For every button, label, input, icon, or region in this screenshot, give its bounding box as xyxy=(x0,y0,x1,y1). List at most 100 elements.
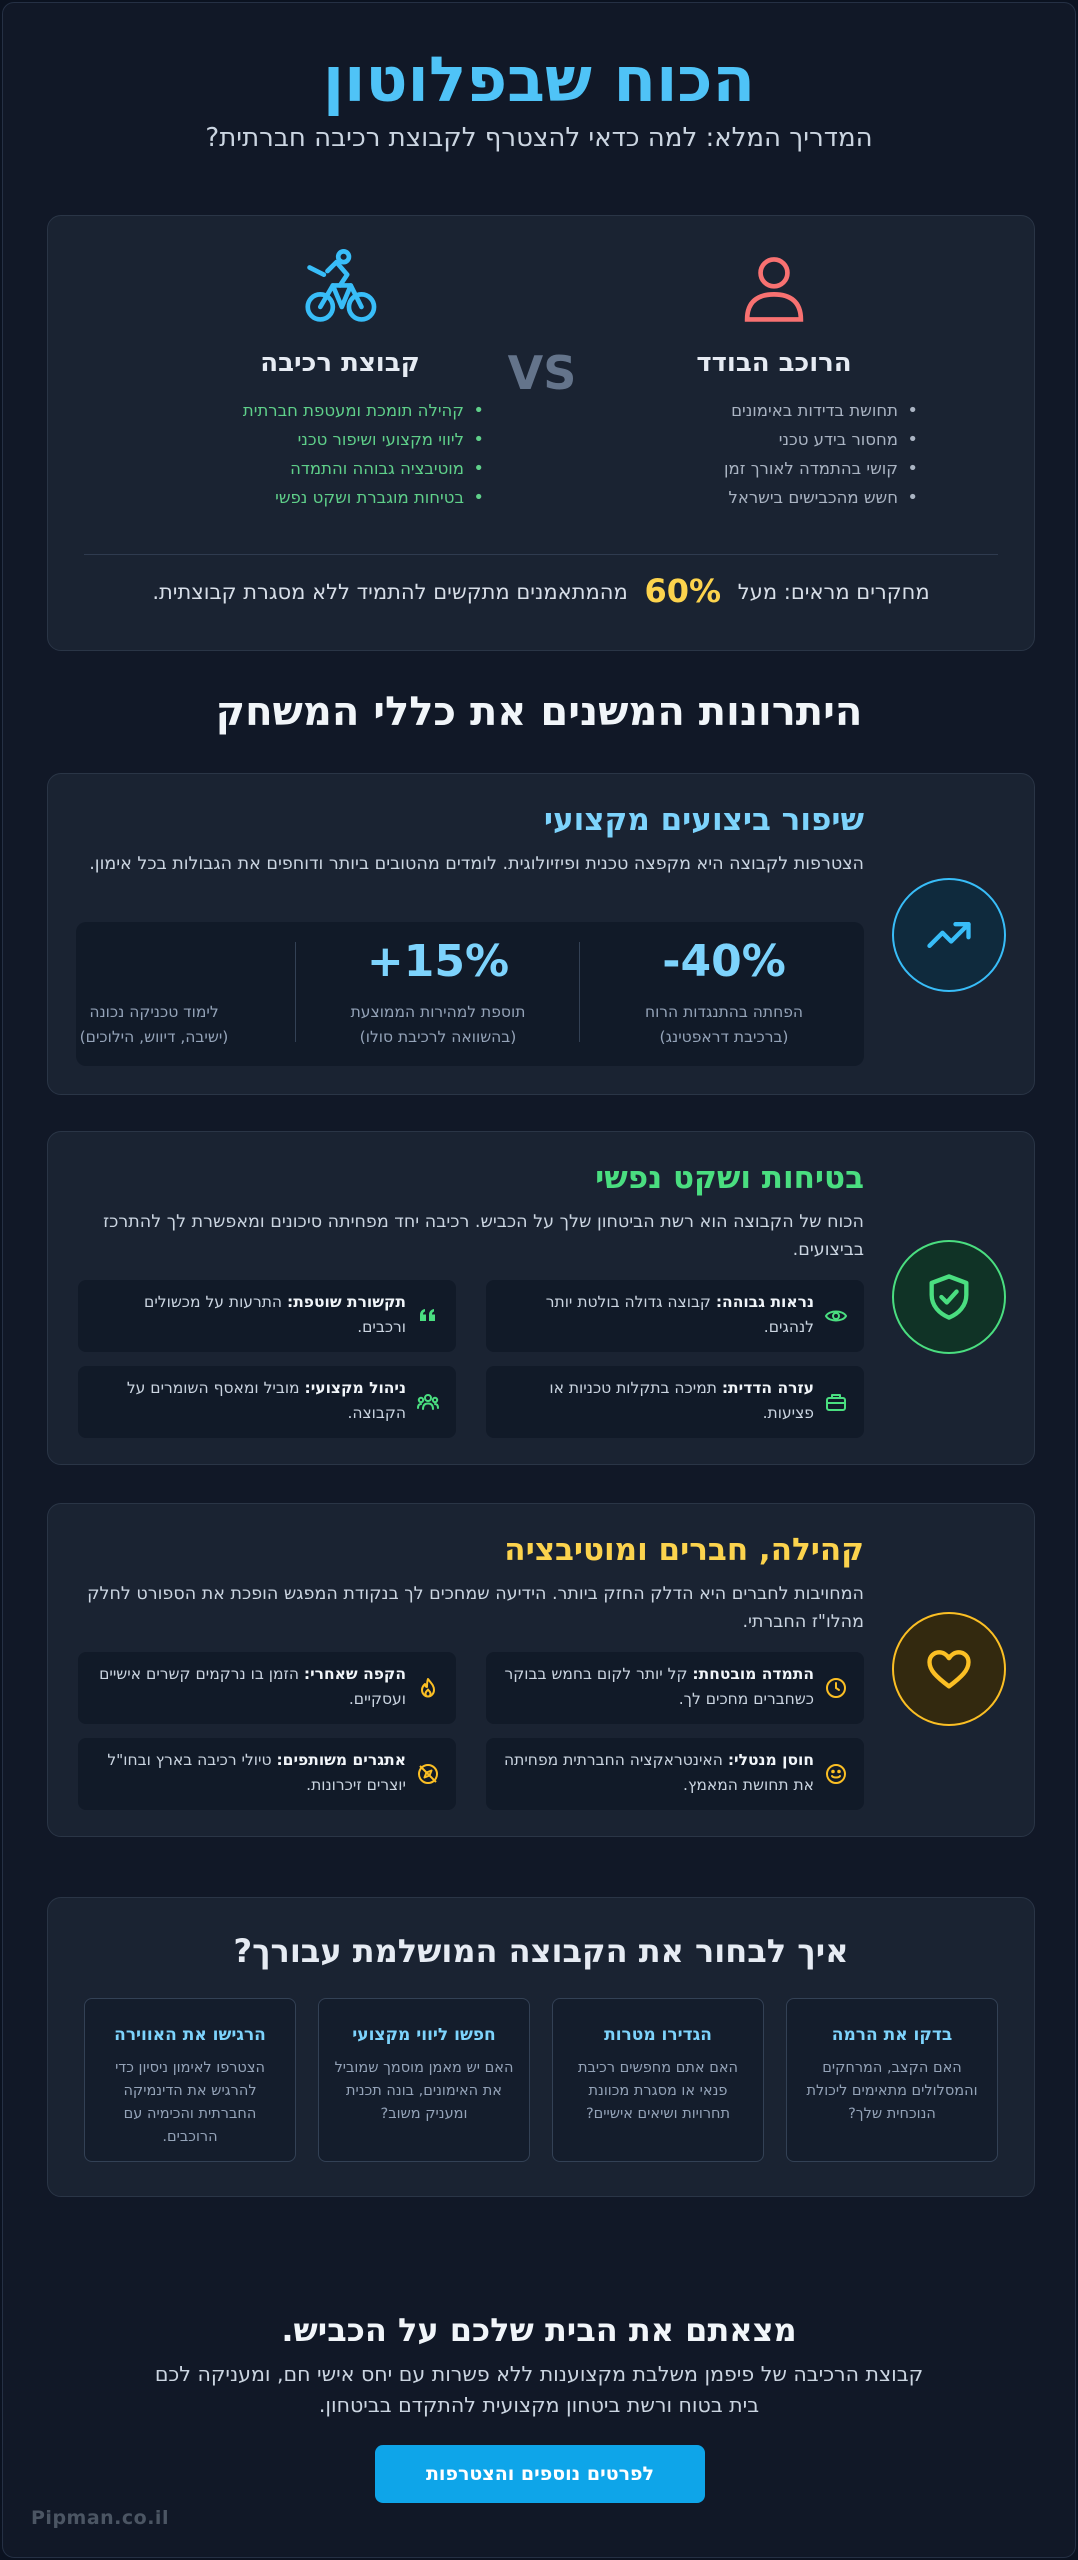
tile-text: מוביל ומאסף השומרים על הקבוצה. xyxy=(126,1379,406,1422)
stat-prefix: מחקרים מראים: מעל xyxy=(737,580,930,604)
tile-heading: התמדה מובטחת: xyxy=(692,1665,814,1683)
community-card: קהילה, חברים ומוטיבציה המחויבות לחברים ה… xyxy=(47,1503,1035,1837)
performance-text: הצטרפות לקבוצה היא מקפצה טכנית ופיזיולוג… xyxy=(89,854,864,874)
eye-icon xyxy=(824,1310,848,1322)
tile-text: התרעות על מכשולים ורכבים. xyxy=(144,1293,406,1336)
stat-suffix: מהמתאמנים מתקשים להתמיד ללא מסגרת קבוצתי… xyxy=(152,580,628,604)
tip-title: הרגישו את האווירה xyxy=(114,2025,266,2045)
brand-logo: Pipman.co.il xyxy=(31,2507,169,2529)
stat-divider xyxy=(579,942,580,1042)
page-subtitle: המדריך המלא: למה כדאי להצטרף לקבוצת רכיב… xyxy=(205,123,873,153)
community-text: המחויבות לחברים היא הדלק החזק ביותר. היד… xyxy=(87,1584,864,1632)
tile-text: תמיכה בתקלות טכניות או פציעות. xyxy=(549,1379,814,1422)
smile-icon xyxy=(826,1764,846,1784)
tile-heading: אתגרים משותפים: xyxy=(276,1751,406,1769)
tile-heading: תקשורת שוטפת: xyxy=(287,1293,406,1311)
stat-label-line: לימוד טכניקה נכונה xyxy=(89,1003,219,1021)
tile-text: קל יותר לקום בחמש בבוקר כשחברים מחכים לך… xyxy=(504,1665,814,1708)
person-icon xyxy=(744,257,804,322)
section-title: היתרונות המשנים את כללי המשחק xyxy=(215,689,863,735)
join-button[interactable]: לפרטים נוספים והצטרפות xyxy=(375,2445,705,2503)
research-stat: מחקרים מראים: מעל 60% מהמתאמנים מתקשים ל… xyxy=(48,572,1034,610)
tile-heading: ניהול מקצועי: xyxy=(304,1379,406,1397)
solo-rider-title: הרוכב הבודד xyxy=(696,348,852,378)
stat-label: תוספת למהירות הממוצעת (בהשוואה לרכיבת סו… xyxy=(308,1000,568,1050)
choose-tip-card: הרגישו את האווירה הצטרפו לאימון ניסיון כ… xyxy=(84,1998,296,2162)
list-item: קהילה תומכת ומעטפת חברתית xyxy=(160,396,484,425)
community-tile-challenges: אתגרים משותפים: טיולי רכיבה בארץ ובחו"ל … xyxy=(78,1738,456,1810)
first-aid-kit-icon xyxy=(826,1394,846,1411)
choose-tip-card: חפשו ליווי מקצועי האם יש מאמן מוסמך שמוב… xyxy=(318,1998,530,2162)
stat-number: +15% xyxy=(366,936,510,987)
compass-icon xyxy=(418,1764,438,1784)
stat-number: -40% xyxy=(662,936,786,987)
performance-stats: -40% הפחתה בהתנגדות הרוח (ברכיבת דראפטינ… xyxy=(76,922,864,1066)
stat-label-line: (בהשוואה לרכיבת סולו) xyxy=(359,1028,517,1046)
quote-icon xyxy=(420,1309,435,1321)
stat-label-line: (ברכיבת דראפטינג) xyxy=(659,1028,789,1046)
stat-label-line: תוספת למהירות הממוצעת xyxy=(350,1003,526,1021)
heart-icon xyxy=(927,1650,971,1689)
tip-title: חפשו ליווי מקצועי xyxy=(352,2025,496,2045)
tip-text: הצטרפו לאימון ניסיון כדי להרגיש את הדינמ… xyxy=(115,2060,265,2145)
tip-text: האם אתם מחפשים רכיבת פנאי או מסגרת מכוונ… xyxy=(578,2060,738,2122)
tip-text: האם הקצב, המרחקים והמסלולים מתאימים ליכו… xyxy=(806,2060,978,2122)
group-column: קבוצת רכיבה קהילה תומכת ומעטפת חברתית לי… xyxy=(160,246,520,512)
stat-label: הפחתה בהתנגדות הרוח (ברכיבת דראפטינג) xyxy=(594,1000,854,1050)
choose-tip-card: הגדירו מטרות האם אתם מחפשים רכיבת פנאי א… xyxy=(552,1998,764,2162)
stat-number xyxy=(24,936,284,992)
list-item: קושי בהתמדה לאורך זמן xyxy=(594,454,918,483)
safety-tile-management: ניהול מקצועי: מוביל ומאסף השומרים על הקב… xyxy=(78,1366,456,1438)
stat-divider xyxy=(295,942,296,1042)
list-item: ליווי מקצועי ושיפור טכני xyxy=(160,425,484,454)
tile-heading: נראות גבוהה: xyxy=(715,1293,814,1311)
vs-label: VS xyxy=(507,346,577,400)
safety-card: בטיחות ושקט נפשי הכוח של הקבוצה הוא רשת … xyxy=(47,1131,1035,1465)
community-title: קהילה, חברים ומוטיבציה xyxy=(504,1532,864,1568)
choose-group-card: איך לבחור את הקבוצה המושלמת עבורך? בדקו … xyxy=(47,1897,1035,2197)
tip-text: האם יש מאמן מוסמך שמוביל את האימונים, בו… xyxy=(334,2060,514,2122)
stat-label-line: הפחתה בהתנגדות הרוח xyxy=(644,1003,804,1021)
stat-label: לימוד טכניקה נכונה (ישיבה, דיווש, הילוכי… xyxy=(24,1000,284,1050)
tip-title: בדקו את הרמה xyxy=(831,2025,953,2045)
list-item: מוטיבציה גבוהה והתמדה xyxy=(160,454,484,483)
performance-card: שיפור ביצועים מקצועי הצטרפות לקבוצה היא … xyxy=(47,773,1035,1095)
stat-label-line: (ישיבה, דיווש, הילוכים) xyxy=(79,1028,229,1046)
safety-title: בטיחות ושקט נפשי xyxy=(595,1160,864,1196)
stat-item: +15% תוספת למהירות הממוצעת (בהשוואה לרכי… xyxy=(308,936,568,1050)
comparison-card: הרוכב הבודד תחושת בדידות באימונים מחסור … xyxy=(47,215,1035,651)
stat-item: -40% הפחתה בהתנגדות הרוח (ברכיבת דראפטינ… xyxy=(594,936,854,1050)
list-item: בטיחות מוגברת ושקט נפשי xyxy=(160,483,484,512)
shield-check-icon xyxy=(929,1274,969,1320)
community-tile-commitment: התמדה מובטחת: קל יותר לקום בחמש בבוקר כש… xyxy=(486,1652,864,1724)
tip-title: הגדירו מטרות xyxy=(604,2025,712,2045)
tile-heading: עזרה הדדית: xyxy=(721,1379,814,1397)
divider xyxy=(84,554,998,555)
trending-up-icon xyxy=(927,922,971,948)
shield-check-icon-badge xyxy=(892,1240,1006,1354)
list-item: מחסור בידע טכני xyxy=(594,425,918,454)
tile-heading: הקפה שאחרי: xyxy=(303,1665,406,1683)
trending-up-icon-badge xyxy=(892,878,1006,992)
stat-value: 60% xyxy=(644,572,722,610)
performance-title: שיפור ביצועים מקצועי xyxy=(543,802,864,838)
cta-title: מצאתם את הבית שלכם על הכביש. xyxy=(281,2311,797,2349)
cta-text: קבוצת הרכיבה של פיפמן משלבת מקצוענות ללא… xyxy=(154,2362,924,2417)
list-item: תחושת בדידות באימונים xyxy=(594,396,918,425)
safety-text: הכוח של הקבוצה הוא רשת הביטחון שלך על הכ… xyxy=(103,1212,864,1260)
tile-text: טיולי רכיבה בארץ ובחו"ל יוצרים זיכרונות. xyxy=(107,1751,406,1794)
solo-rider-column: הרוכב הבודד תחושת בדידות באימונים מחסור … xyxy=(594,246,954,512)
cyclist-icon xyxy=(305,249,377,322)
choose-tip-card: בדקו את הרמה האם הקצב, המרחקים והמסלולים… xyxy=(786,1998,998,2162)
community-tile-resilience: חוסן מנטלי: האינטראקציה החברתית מפחיתה א… xyxy=(486,1738,864,1810)
community-tile-coffee: הקפה שאחרי: הזמן בו נרקמים קשרים אישיים … xyxy=(78,1652,456,1724)
stat-item: לימוד טכניקה נכונה (ישיבה, דיווש, הילוכי… xyxy=(24,936,284,1050)
tile-text: הזמן בו נרקמים קשרים אישיים ועסקיים. xyxy=(99,1665,406,1708)
clock-icon xyxy=(826,1678,846,1698)
group-title: קבוצת רכיבה xyxy=(260,348,420,378)
tile-heading: חוסן מנטלי: xyxy=(727,1751,814,1769)
safety-tile-mutual-help: עזרה הדדית: תמיכה בתקלות טכניות או פציעו… xyxy=(486,1366,864,1438)
tile-text: קבוצה גדולה בולטת יותר לנהגים. xyxy=(545,1293,814,1336)
tile-text: האינטראקציה החברתית מפחיתה את תחושת המאמ… xyxy=(504,1751,814,1794)
